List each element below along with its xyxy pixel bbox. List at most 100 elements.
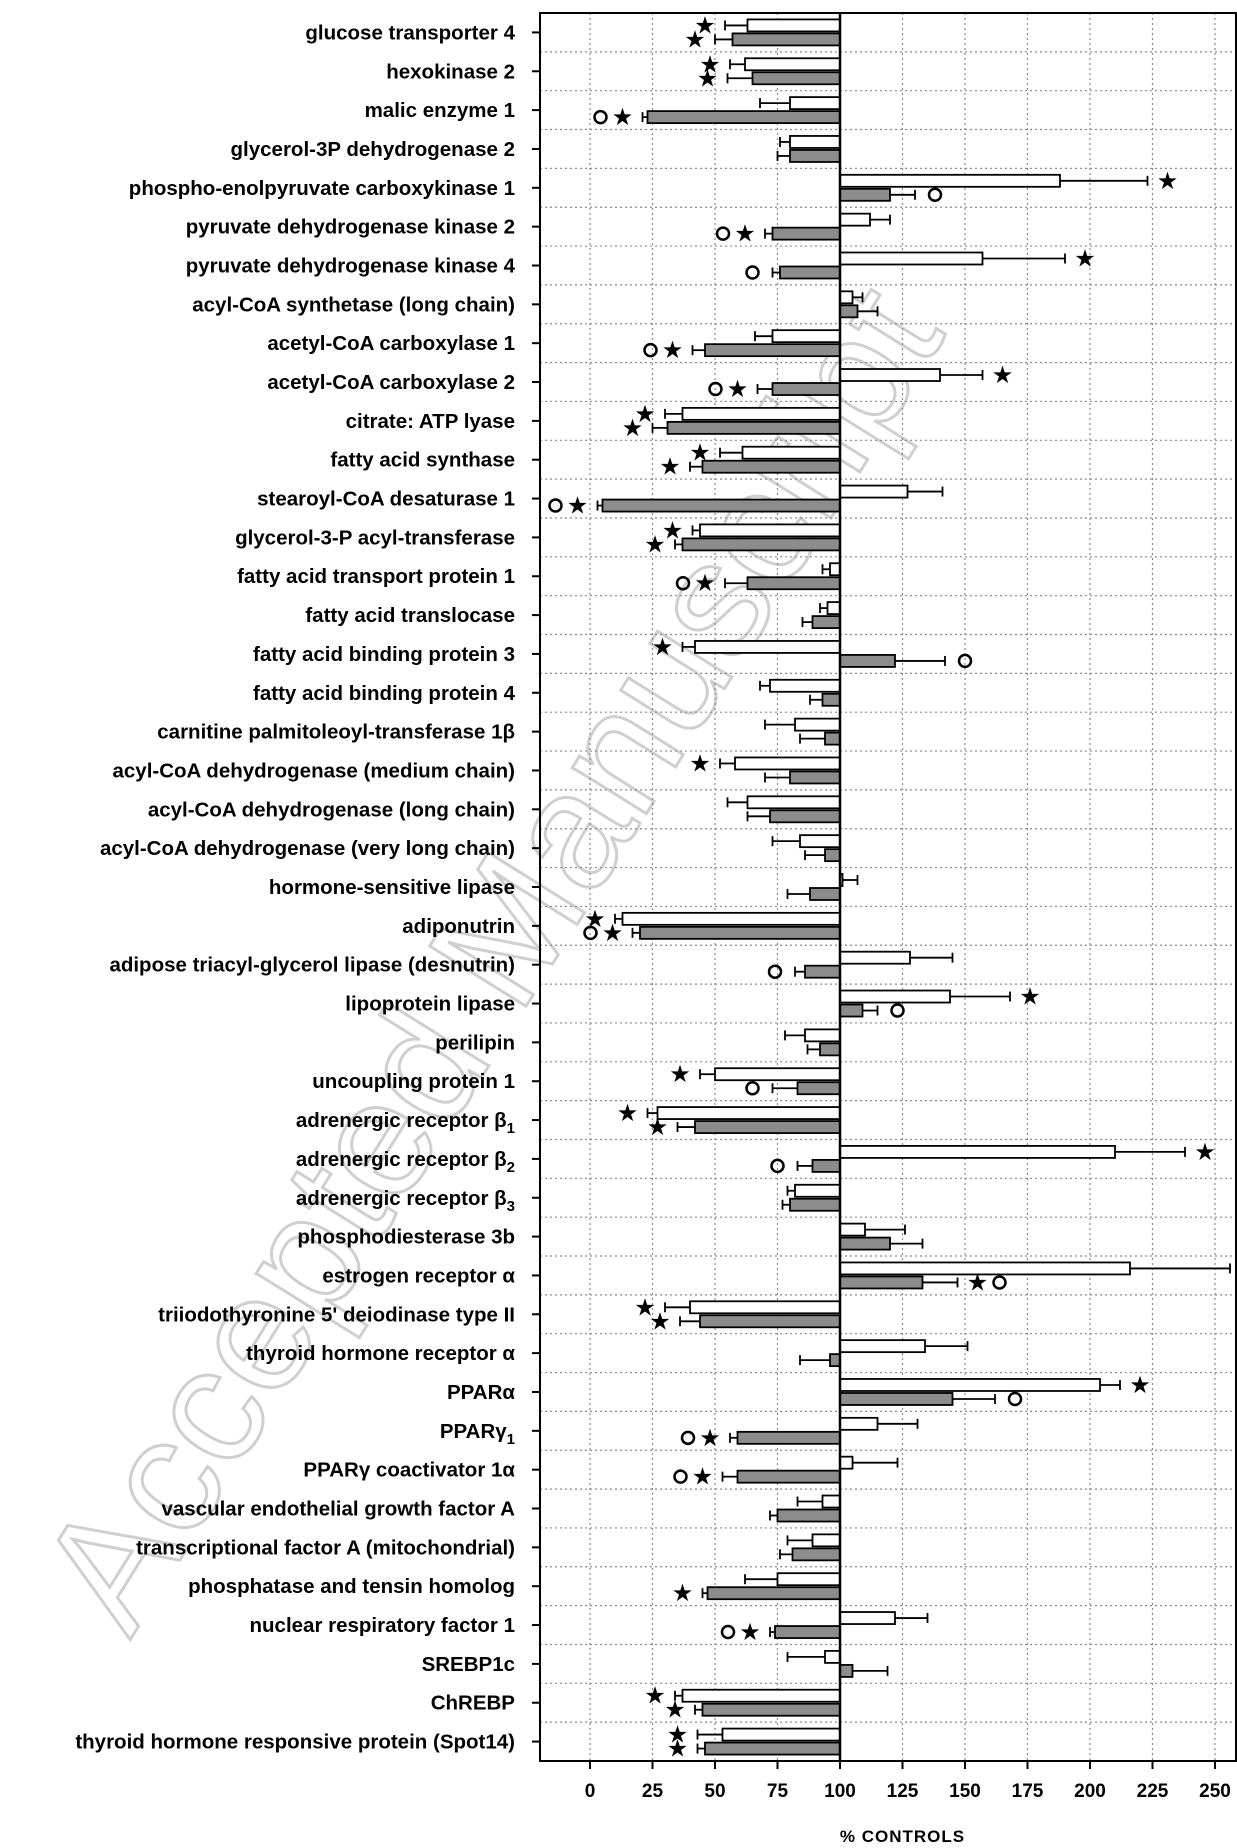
- significance-star-8-2: ★: [662, 336, 684, 364]
- significance-star-14-2: ★: [694, 569, 716, 597]
- bar-22-2: [809, 887, 841, 901]
- significance-star-27-1: ★: [669, 1060, 691, 1088]
- significance-star-40-2: ★: [672, 1579, 694, 1607]
- x-tick-label: 125: [887, 1781, 919, 1802]
- bars: ★★★★★★★★★★★★★★★★★★★★★★★★★★ ★★★★★★★★★★★★★★: [548, 11, 1231, 1763]
- bar-43-2: [701, 1702, 841, 1717]
- significance-star-16-1: ★: [652, 633, 674, 661]
- significance-circle-5-2: [715, 226, 731, 241]
- significance-star-11-2: ★: [659, 453, 681, 481]
- significance-star-32-2: ★: [967, 1268, 989, 1296]
- bar-31-1: [839, 1222, 866, 1237]
- significance-circle-32-2: [992, 1275, 1007, 1290]
- bar-0-1: [746, 18, 841, 33]
- bar-13-1: [699, 523, 841, 538]
- category-label: PPARγ coactivator 1α: [303, 1459, 515, 1482]
- bar-9-2: [771, 382, 841, 396]
- significance-star-29-1: ★: [1194, 1138, 1216, 1166]
- x-tick-label: 150: [949, 1781, 981, 1802]
- bar-3-2: [789, 149, 841, 163]
- category-label: adrenergic receptor β1: [296, 1109, 515, 1137]
- bar-27-2: [796, 1081, 841, 1096]
- category-label: nuclear respiratory factor 1: [250, 1614, 515, 1637]
- bar-23-2: [639, 925, 841, 940]
- category-label: glycerol-3-P acyl-transferase: [235, 526, 515, 549]
- bar-41-2: [774, 1625, 841, 1639]
- bar-27-1: [714, 1067, 841, 1082]
- bar-7-2: [839, 304, 859, 319]
- x-tick-label: 175: [1012, 1781, 1044, 1802]
- bar-33-2: [699, 1314, 841, 1329]
- significance-circle-2-2: [593, 109, 608, 125]
- significance-circle-29-2: [770, 1158, 785, 1174]
- category-label: acetyl-CoA carboxylase 1: [267, 332, 515, 355]
- significance-star-5-2: ★: [734, 220, 756, 248]
- bar-15-2: [811, 615, 841, 629]
- category-label: triiodothyronine 5' deiodinase type II: [158, 1303, 515, 1326]
- significance-star-4-1: ★: [1157, 167, 1179, 195]
- category-label: pyruvate dehydrogenase kinase 2: [186, 216, 515, 239]
- significance-circle-37-2: [673, 1469, 688, 1484]
- significance-circle-25-2: [890, 1003, 905, 1018]
- category-label: perilipin: [435, 1031, 515, 1054]
- bar-39-2: [791, 1547, 841, 1562]
- category-label: hormone-sensitive lipase: [269, 876, 515, 899]
- significance-star-37-2: ★: [692, 1463, 714, 1491]
- category-label: glucose transporter 4: [305, 21, 515, 44]
- category-label: phosphodiesterase 3b: [297, 1226, 515, 1249]
- category-label: lipoprotein lipase: [345, 993, 515, 1016]
- bar-33-1: [689, 1300, 841, 1315]
- bar-4-1: [839, 173, 1061, 188]
- significance-star-25-1: ★: [1019, 983, 1041, 1011]
- category-label: fatty acid translocase: [305, 604, 515, 627]
- category-label: PPARα: [447, 1381, 515, 1404]
- significance-circle-6-2: [745, 265, 760, 280]
- bar-42-2: [839, 1663, 854, 1678]
- bar-37-2: [736, 1469, 841, 1484]
- bar-13-2: [681, 537, 841, 552]
- bar-30-1: [794, 1183, 841, 1198]
- category-label: ChREBP: [431, 1692, 515, 1715]
- bar-26-2: [819, 1042, 841, 1057]
- x-tick-label: 250: [1199, 1781, 1231, 1802]
- bar-11-1: [741, 445, 841, 460]
- bar-44-1: [721, 1727, 841, 1742]
- bar-21-2: [824, 848, 841, 863]
- category-label: acyl-CoA synthetase (long chain): [192, 293, 515, 316]
- x-axis-title: % CONTROLS: [840, 1827, 965, 1846]
- category-label: SREBP1c: [422, 1653, 515, 1676]
- x-tick-label: 0: [585, 1781, 596, 1802]
- significance-star-23-2: ★: [602, 919, 624, 947]
- bar-20-1: [746, 795, 841, 810]
- bar-35-1: [839, 1378, 1101, 1392]
- category-label: citrate: ATP lyase: [346, 410, 515, 433]
- category-label: acyl-CoA dehydrogenase (long chain): [148, 798, 515, 821]
- x-tick-label: 100: [824, 1781, 856, 1802]
- bar-16-2: [839, 654, 896, 668]
- category-label: estrogen receptor α: [322, 1264, 515, 1287]
- significance-star-28-1: ★: [617, 1099, 639, 1127]
- bar-5-1: [839, 212, 871, 227]
- bar-29-2: [811, 1159, 841, 1173]
- bar-21-1: [799, 834, 841, 849]
- bar-6-1: [839, 251, 984, 266]
- bar-1-2: [751, 71, 841, 86]
- bar-18-1: [794, 717, 841, 732]
- plot-border: [539, 12, 1237, 1762]
- significance-star-28-2: ★: [647, 1113, 669, 1141]
- significance-circle-12-2: [548, 498, 563, 513]
- bar-16-1: [694, 640, 841, 654]
- bar-40-2: [706, 1586, 841, 1601]
- bar-30-2: [789, 1197, 841, 1212]
- bar-19-1: [734, 756, 841, 771]
- significance-circle-8-2: [643, 342, 658, 358]
- bar-20-2: [769, 809, 841, 824]
- significance-circle-23-2: [583, 925, 598, 941]
- bar-37-1: [839, 1455, 854, 1470]
- significance-star-43-1: ★: [644, 1682, 666, 1710]
- significance-circle-35-2: [1007, 1391, 1023, 1407]
- significance-circle-41-2: [720, 1624, 736, 1640]
- bar-14-1: [829, 562, 841, 577]
- bar-36-1: [839, 1416, 879, 1431]
- significance-star-6-1: ★: [1074, 244, 1096, 272]
